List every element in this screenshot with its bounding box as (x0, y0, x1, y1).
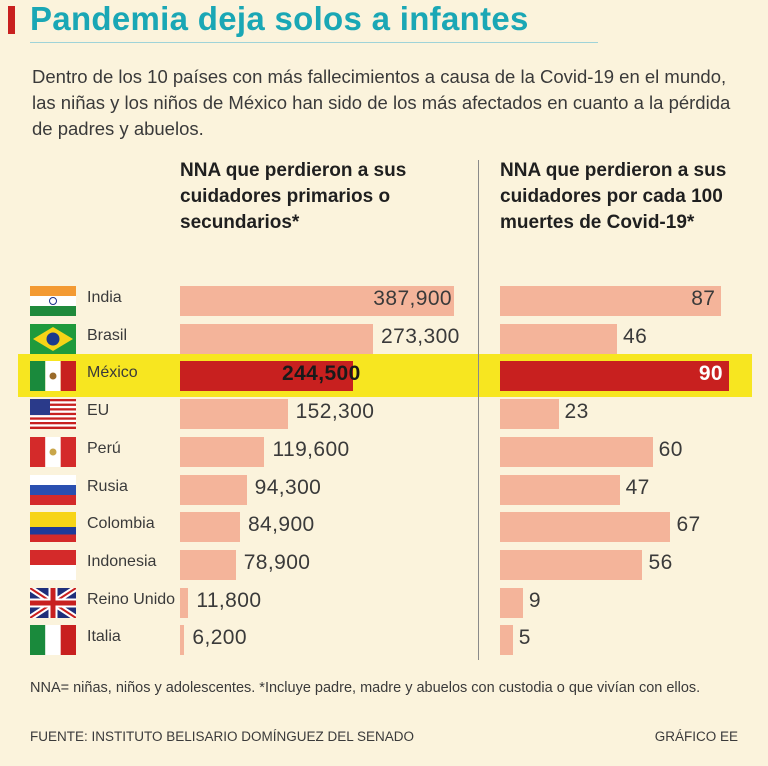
right-value-label: 9 (528, 588, 541, 612)
left-column-heading: NNA que perdieron a sus cuidadores prima… (180, 160, 407, 233)
chart-row-reino-unido: Reino Unido 11,800 9 (0, 586, 768, 622)
left-value-label: 387,900 (373, 287, 452, 310)
left-bar-india (180, 286, 454, 316)
chart-row-peru: Perú 119,600 60 (0, 435, 768, 471)
right-value-label: 56 (648, 550, 673, 574)
flag-icon-peru (30, 436, 76, 467)
left-value-label: 152,300 (295, 400, 375, 424)
country-label: Italia (87, 628, 121, 646)
footnote: NNA= niñas, niños y adolescentes. *Inclu… (30, 680, 701, 696)
intro-text: Dentro de los 10 países con más fallecim… (32, 66, 731, 139)
page-title: Pandemia deja solos a infantes (30, 0, 529, 37)
chart-row-india: India 387,900 87 (0, 284, 768, 320)
right-column-heading: NNA que perdieron a sus cuidadores por c… (500, 160, 727, 233)
left-bar-mexico (180, 361, 353, 392)
chart-row-brasil: Brasil 273,300 46 (0, 322, 768, 358)
flag-icon-eu (30, 399, 76, 430)
chart-row-italia: Italia 6,200 5 (0, 623, 768, 659)
chart-row-mexico: México 244,500 90 (0, 359, 768, 395)
country-label: Brasil (87, 326, 128, 344)
flag-icon-mexico (30, 361, 76, 392)
left-bar-eu (180, 399, 288, 430)
column-divider (478, 160, 479, 660)
left-value-label: 244,500 (282, 362, 361, 386)
right-bar-peru (500, 436, 653, 467)
title-accent-bar (8, 6, 15, 34)
flag-icon-brasil (30, 323, 76, 354)
right-value-label: 23 (564, 400, 589, 424)
country-label: Rusia (87, 477, 128, 495)
right-bar-indonesia (500, 549, 643, 580)
country-label: India (87, 289, 122, 306)
country-label: EU (87, 402, 110, 420)
country-label: Indonesia (87, 552, 157, 570)
country-label: Reino Unido (87, 590, 176, 608)
left-value-label: 84,900 (247, 513, 315, 537)
left-bar-reino-unido (180, 587, 189, 618)
country-label: México (87, 364, 138, 382)
right-value-label: 46 (623, 324, 648, 348)
left-bar-colombia (180, 512, 240, 543)
graphic-credit: GRÁFICO EE (654, 729, 738, 744)
right-bar-brasil (500, 323, 618, 354)
flag-icon-rusia (30, 474, 76, 505)
flag-icon-indonesia (30, 549, 76, 580)
country-label: Perú (87, 439, 121, 457)
right-bar-rusia (500, 474, 620, 505)
flag-icon-italia (30, 625, 76, 656)
right-value-label: 87 (691, 287, 716, 310)
left-bar-indonesia (180, 549, 236, 580)
right-bar-reino-unido (500, 587, 523, 618)
right-bar-colombia (500, 512, 671, 543)
left-bar-rusia (180, 474, 247, 505)
country-label: Colombia (87, 515, 155, 533)
left-value-label: 119,600 (272, 437, 350, 461)
left-bar-brasil (180, 323, 374, 354)
flag-icon-reino-unido (30, 587, 76, 618)
chart-row-indonesia: Indonesia 78,900 56 (0, 548, 768, 584)
flag-icon-india (30, 286, 76, 316)
right-value-label: 67 (676, 513, 701, 537)
title-rule (30, 42, 598, 43)
source-note: FUENTE: INSTITUTO BELISARIO DOMÍNGUEZ DE… (30, 729, 415, 744)
chart-row-eu: EU 152,300 23 (0, 397, 768, 433)
left-bar-peru (180, 436, 265, 467)
right-bar-eu (500, 399, 559, 430)
left-value-label: 94,300 (254, 475, 322, 499)
right-bar-italia (500, 625, 513, 656)
right-value-label: 5 (518, 626, 531, 650)
flag-icon-colombia (30, 512, 76, 543)
right-bar-india (500, 286, 722, 316)
right-value-label: 90 (698, 362, 723, 386)
left-value-label: 78,900 (243, 550, 311, 574)
right-value-label: 60 (658, 437, 683, 461)
right-value-label: 47 (625, 475, 650, 499)
left-value-label: 11,800 (196, 588, 262, 612)
chart-row-rusia: Rusia 94,300 47 (0, 473, 768, 509)
left-value-label: 273,300 (381, 324, 460, 348)
left-bar-italia (180, 625, 185, 656)
right-bar-mexico (500, 361, 729, 392)
left-value-label: 6,200 (192, 626, 247, 650)
chart-row-colombia: Colombia 84,900 67 (0, 510, 768, 546)
